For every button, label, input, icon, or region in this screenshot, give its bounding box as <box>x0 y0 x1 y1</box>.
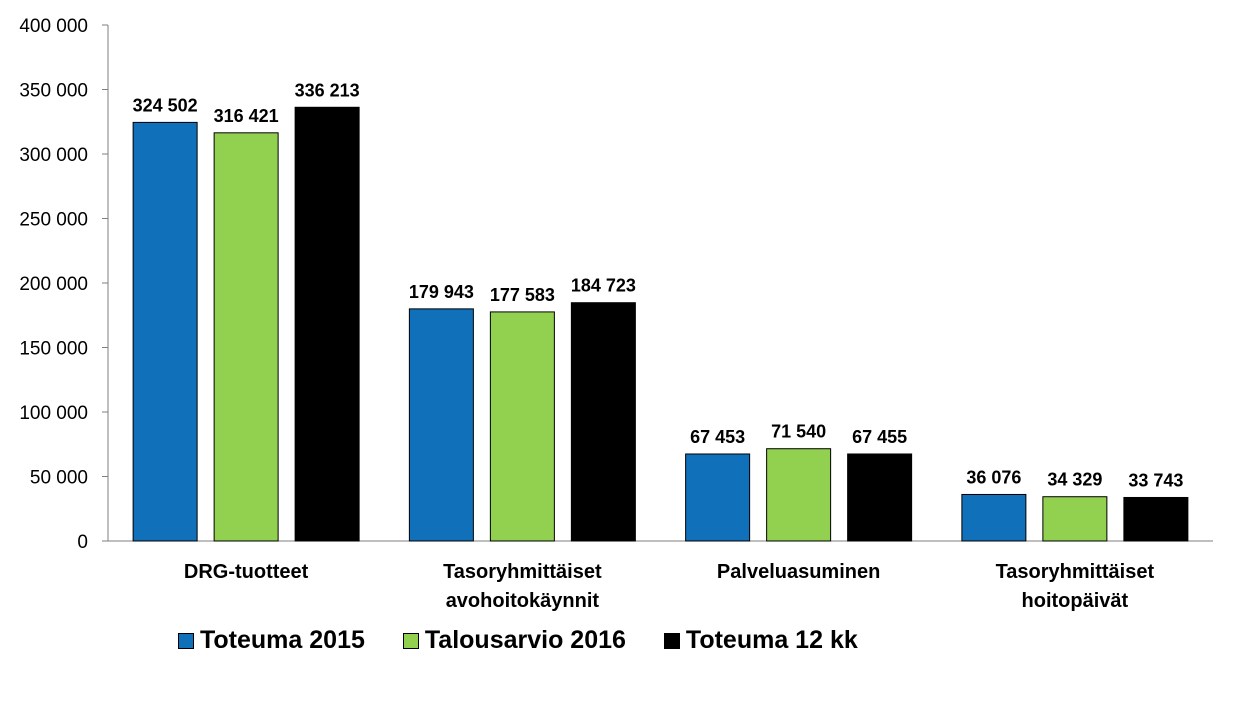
legend-item-series-2: Toteuma 12 kk <box>663 626 858 655</box>
y-tick-label: 50 000 <box>30 468 88 489</box>
data-label: 34 329 <box>1047 470 1102 490</box>
data-label: 67 455 <box>852 427 907 447</box>
x-category-label: avohoitokäynnit <box>446 590 600 612</box>
data-label: 316 421 <box>214 106 279 126</box>
y-tick-label: 250 000 <box>19 210 88 231</box>
data-label: 36 076 <box>966 467 1021 487</box>
y-tick-label: 400 000 <box>19 16 88 37</box>
bar <box>408 308 474 542</box>
y-tick-label: 350 000 <box>19 81 88 102</box>
x-category-label: Palveluasuminen <box>717 561 880 583</box>
y-tick-label: 0 <box>77 532 88 553</box>
bar <box>1123 496 1189 542</box>
x-category-label: hoitopäivät <box>1022 590 1129 612</box>
bar <box>294 106 360 542</box>
legend-label: Toteuma 12 kk <box>685 626 858 654</box>
legend-item-series-0: Toteuma 2015 <box>178 626 365 655</box>
x-category-label: Tasoryhmittäiset <box>996 561 1155 583</box>
legend-swatch <box>663 632 680 649</box>
y-tick-label: 100 000 <box>19 403 88 424</box>
legend-item-series-1: Talousarvio 2016 <box>402 626 626 655</box>
bar <box>570 302 636 542</box>
legend-label: Talousarvio 2016 <box>424 626 626 654</box>
bar <box>213 132 279 542</box>
data-label: 324 502 <box>133 95 198 115</box>
bar <box>766 448 832 542</box>
legend: Toteuma 2015 Talousarvio 2016 Toteuma 12… <box>178 626 896 655</box>
data-label: 71 540 <box>771 422 826 442</box>
x-category-label: Tasoryhmittäiset <box>443 561 602 583</box>
bar <box>847 453 913 542</box>
bar <box>132 121 198 542</box>
data-label: 336 213 <box>295 80 360 100</box>
data-label: 184 723 <box>571 276 636 296</box>
data-label: 67 453 <box>690 427 745 447</box>
bar <box>685 453 751 542</box>
legend-swatch <box>178 632 194 649</box>
bar <box>1042 496 1108 542</box>
bar <box>961 493 1027 542</box>
legend-label: Toteuma 2015 <box>200 626 365 654</box>
data-label: 179 943 <box>409 282 474 302</box>
data-label: 177 583 <box>490 285 555 305</box>
x-category-label: DRG-tuotteet <box>184 561 309 583</box>
y-tick-label: 150 000 <box>19 339 88 360</box>
bar <box>489 311 555 542</box>
legend-swatch <box>402 632 419 649</box>
y-tick-label: 200 000 <box>19 274 88 295</box>
y-tick-label: 300 000 <box>19 145 88 166</box>
data-label: 33 743 <box>1128 470 1183 490</box>
